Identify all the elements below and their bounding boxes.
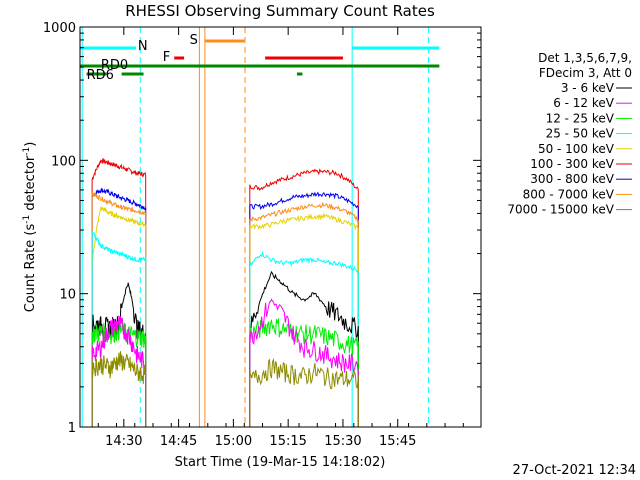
x-tick-label: 14:30 [105, 434, 142, 449]
x-axis-label: Start Time (19-Mar-15 14:18:02) [175, 455, 386, 470]
y-axis: 1 10 100 1000 [43, 21, 481, 436]
legend-label: 12 - 25 keV [546, 111, 615, 125]
y-tick-label: 100 [51, 154, 76, 169]
legend: Det 1,3,5,6,7,9, FDecim 3, Att 0 3 - 6 k… [507, 51, 632, 217]
series-line-8 [249, 357, 359, 427]
series-line-2 [249, 201, 359, 427]
y-tick-label: 10 [59, 288, 76, 303]
x-tick-label: 15:45 [379, 434, 416, 449]
y-tick-label: 1 [68, 421, 76, 436]
y-label-sup: -1 [22, 215, 32, 224]
legend-label: 7000 - 15000 keV [507, 203, 614, 217]
legend-label: 50 - 100 keV [538, 142, 615, 156]
series-line-1 [91, 187, 147, 427]
flag-label-rd0: RD0 [101, 58, 128, 73]
x-axis: 14:30 14:45 15:00 15:15 15:30 15:45 [97, 27, 464, 449]
chart-title: RHESSI Observing Summary Count Rates [125, 2, 435, 20]
series-line-5 [249, 270, 359, 427]
series-line-4 [249, 250, 359, 427]
legend-label: 800 - 7000 keV [523, 187, 615, 201]
series-line-3 [91, 206, 147, 427]
series-line-6 [91, 320, 147, 427]
y-label-end: detector [23, 155, 38, 215]
legend-header-2: FDecim 3, Att 0 [539, 66, 632, 80]
y-label-main: Count Rate (s [23, 224, 38, 313]
x-tick-label: 15:00 [215, 434, 252, 449]
x-tick-label: 15:15 [269, 434, 306, 449]
y-label-close: ) [23, 142, 38, 147]
series-line-8 [91, 351, 147, 427]
y-axis-label: Count Rate (s-1 detector-1) [22, 142, 38, 313]
legend-label: 25 - 50 keV [546, 127, 615, 141]
series-line-6 [249, 318, 359, 427]
x-tick-label: 14:45 [160, 434, 197, 449]
flag-label-rd6: RD6 [87, 68, 114, 83]
series-line-0 [91, 158, 147, 427]
x-tick-label: 15:30 [324, 434, 361, 449]
series-line-4 [91, 231, 147, 427]
flag-label-f: F [163, 50, 170, 65]
footer-date: 27-Oct-2021 12:34 [513, 463, 636, 478]
legend-label: 100 - 300 keV [530, 157, 614, 171]
series-line-3 [249, 212, 359, 427]
y-label-sup2: -1 [22, 147, 32, 156]
flag-label-s: S [190, 33, 198, 48]
legend-label: 6 - 12 keV [553, 96, 615, 110]
series-line-7 [249, 298, 359, 427]
legend-label: 300 - 800 keV [530, 172, 614, 186]
flag-label-n: N [138, 39, 148, 54]
series-line-2 [91, 191, 147, 427]
series-line-0 [249, 168, 359, 427]
legend-header-1: Det 1,3,5,6,7,9, [538, 51, 632, 65]
y-tick-label: 1000 [43, 21, 76, 36]
series-line-1 [249, 191, 359, 427]
legend-label: 3 - 6 keV [561, 81, 615, 95]
